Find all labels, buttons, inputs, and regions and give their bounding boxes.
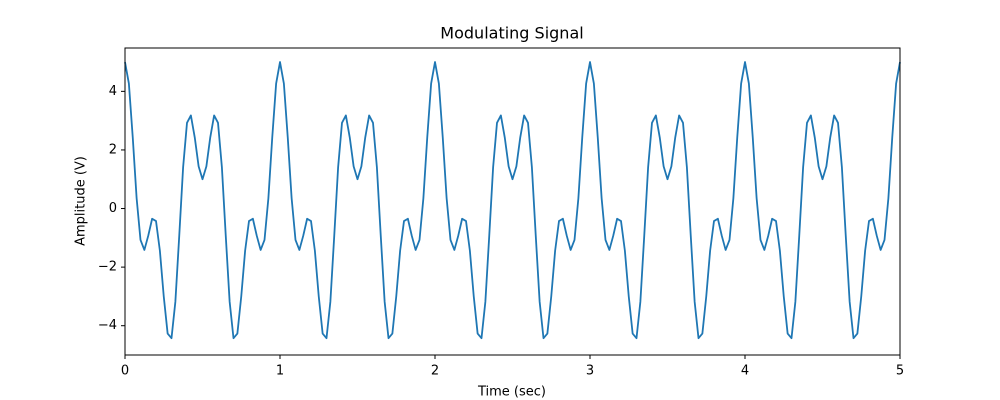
x-tick-label: 5 bbox=[896, 364, 904, 379]
x-tick-label: 1 bbox=[276, 364, 284, 379]
x-tick-label: 3 bbox=[586, 364, 594, 379]
y-tick-label: −4 bbox=[98, 318, 117, 333]
y-tick-label: 4 bbox=[109, 84, 117, 99]
x-tick-label: 2 bbox=[431, 364, 439, 379]
plot-frame bbox=[124, 47, 901, 356]
x-tick-label: 0 bbox=[121, 364, 129, 379]
chart-title: Modulating Signal bbox=[440, 24, 583, 43]
x-axis-label: Time (sec) bbox=[477, 385, 546, 400]
x-tick-label: 4 bbox=[741, 364, 749, 379]
signal-line bbox=[124, 61, 901, 340]
y-tick-label: 0 bbox=[109, 201, 117, 216]
y-axis-label: Amplitude (V) bbox=[74, 156, 89, 246]
y-tick-label: 2 bbox=[109, 142, 117, 157]
y-tick-label: −2 bbox=[98, 260, 117, 275]
